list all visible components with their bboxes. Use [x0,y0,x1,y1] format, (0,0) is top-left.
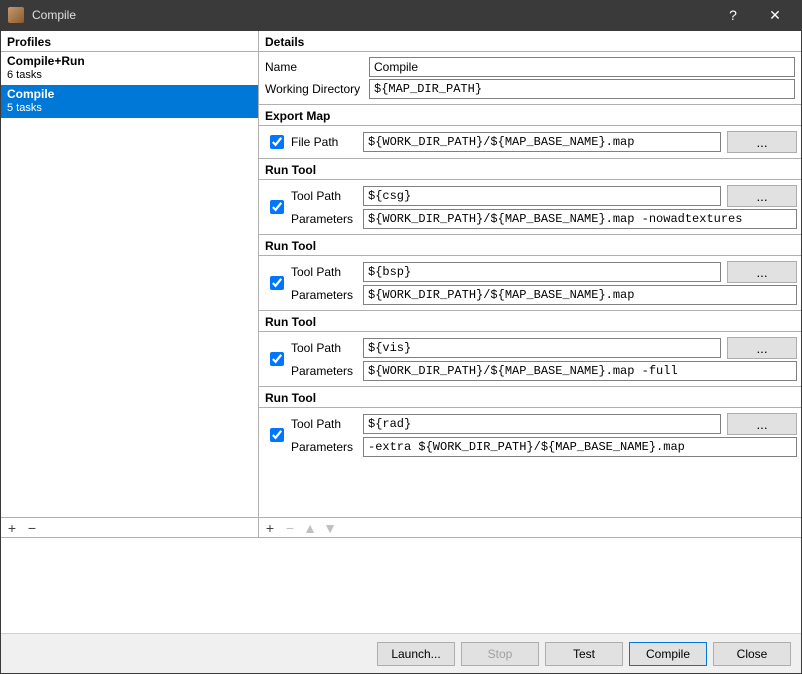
task-enable-wrap [263,200,291,214]
task-enable-wrap [263,276,291,290]
tool-path-input[interactable] [363,262,721,282]
details-panel: Details Name Working Directory Export Ma… [259,31,801,537]
parameters-label: Parameters [291,440,357,454]
task-fields: Tool Path... Parameters [291,259,797,307]
task-enable-wrap [263,352,291,366]
task-fields: Tool Path... Parameters [291,335,797,383]
content-area: Profiles Compile+Run6 tasksCompile5 task… [0,30,802,674]
name-input[interactable] [369,57,795,77]
details-basic-fields: Name Working Directory [259,52,801,104]
parameters-input[interactable] [363,361,797,381]
add-profile-button[interactable]: + [5,520,19,536]
task-header: Export Map [259,104,801,126]
profiles-header: Profiles [1,31,258,52]
tool-path-label: Tool Path [291,189,357,203]
task-header: Run Tool [259,158,801,180]
titlebar: Compile ? ✕ [0,0,802,30]
task-header: Run Tool [259,310,801,332]
tasks-container: Export Map File Path... Run Tool Tool Path.… [259,104,801,462]
task-header: Run Tool [259,234,801,256]
profile-name: Compile+Run [7,54,252,69]
task-enable-wrap [263,428,291,442]
parameters-input[interactable] [363,285,797,305]
tasks-toolbar: + − ▲ ▼ [259,517,801,537]
tool-path-label: Tool Path [291,341,357,355]
task-header: Run Tool [259,386,801,408]
browse-button[interactable]: ... [727,185,797,207]
task-enable-checkbox[interactable] [270,352,284,366]
move-task-up-button[interactable]: ▲ [303,520,317,536]
profile-item[interactable]: Compile+Run6 tasks [1,52,258,85]
tool-path-input[interactable] [363,414,721,434]
launch-button[interactable]: Launch... [377,642,455,666]
task-body: Tool Path... Parameters [259,408,801,462]
task-body: Tool Path... Parameters [259,332,801,386]
parameters-input[interactable] [363,209,797,229]
task-fields: Tool Path... Parameters [291,411,797,459]
footer: Launch... Stop Test Compile Close [1,633,801,673]
profile-name: Compile [7,87,252,102]
add-task-button[interactable]: + [263,520,277,536]
task-enable-checkbox[interactable] [270,135,284,149]
parameters-label: Parameters [291,212,357,226]
test-button[interactable]: Test [545,642,623,666]
browse-button[interactable]: ... [727,413,797,435]
top-row: Profiles Compile+Run6 tasksCompile5 task… [1,31,801,537]
help-button[interactable]: ? [712,0,754,30]
move-task-down-button[interactable]: ▼ [323,520,337,536]
app-icon [8,7,24,23]
browse-button[interactable]: ... [727,337,797,359]
task-enable-checkbox[interactable] [270,276,284,290]
working-directory-input[interactable] [369,79,795,99]
tool-path-input[interactable] [363,338,721,358]
details-body: Name Working Directory Export Map File Pa… [259,52,801,517]
window-title: Compile [32,8,712,22]
parameters-label: Parameters [291,364,357,378]
file-path-label: File Path [291,135,357,149]
profiles-list[interactable]: Compile+Run6 tasksCompile5 tasks [1,52,258,517]
stop-button[interactable]: Stop [461,642,539,666]
close-button[interactable]: Close [713,642,791,666]
profile-item[interactable]: Compile5 tasks [1,85,258,118]
task-body: Tool Path... Parameters [259,180,801,234]
tool-path-label: Tool Path [291,417,357,431]
task-enable-checkbox[interactable] [270,428,284,442]
task-fields: Tool Path... Parameters [291,183,797,231]
parameters-input[interactable] [363,437,797,457]
task-enable-checkbox[interactable] [270,200,284,214]
log-area [1,537,801,633]
working-directory-label: Working Directory [265,82,363,96]
close-window-button[interactable]: ✕ [754,0,796,30]
file-path-input[interactable] [363,132,721,152]
remove-task-button[interactable]: − [283,520,297,536]
task-body: Tool Path... Parameters [259,256,801,310]
profile-subtitle: 6 tasks [7,69,252,83]
profile-subtitle: 5 tasks [7,102,252,116]
parameters-label: Parameters [291,288,357,302]
task-fields: File Path... [291,129,797,155]
compile-button[interactable]: Compile [629,642,707,666]
task-body: File Path... [259,126,801,158]
tool-path-input[interactable] [363,186,721,206]
details-header: Details [259,31,801,52]
profiles-toolbar: + − [1,517,258,537]
remove-profile-button[interactable]: − [25,520,39,536]
name-label: Name [265,60,363,74]
profiles-panel: Profiles Compile+Run6 tasksCompile5 task… [1,31,259,537]
browse-button[interactable]: ... [727,131,797,153]
browse-button[interactable]: ... [727,261,797,283]
tool-path-label: Tool Path [291,265,357,279]
task-enable-wrap [263,135,291,149]
